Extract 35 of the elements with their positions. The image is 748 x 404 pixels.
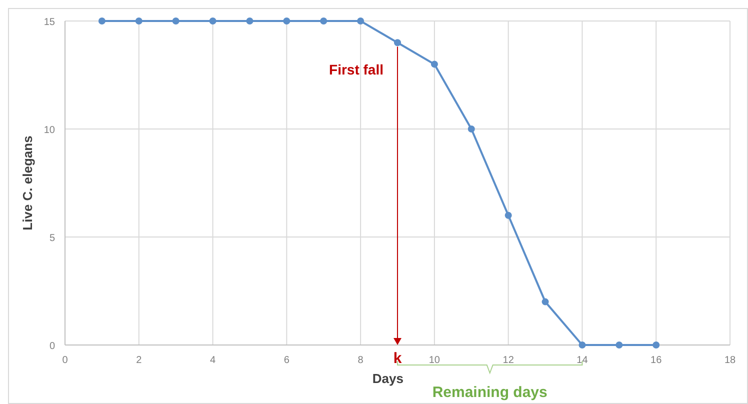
y-axis-title: Live C. elegans	[20, 136, 35, 230]
x-tick-label: 14	[576, 355, 588, 366]
point	[320, 18, 328, 24]
x-tick-label: 6	[284, 355, 290, 366]
x-tick-label: 16	[650, 355, 662, 366]
point	[468, 126, 475, 132]
point	[357, 18, 364, 24]
x-tick-label: 10	[428, 355, 440, 366]
ref-line-label: k	[393, 350, 402, 367]
point	[394, 39, 401, 46]
point	[283, 18, 290, 24]
y-tick-label: 0	[49, 341, 56, 352]
point	[246, 18, 254, 24]
y-tick-label: 15	[44, 17, 56, 28]
x-tick-label: 0	[62, 355, 68, 366]
point	[578, 342, 586, 348]
point	[98, 18, 106, 24]
point	[616, 342, 623, 348]
point	[172, 18, 180, 24]
x-axis-title: Days	[372, 371, 404, 386]
x-tick-label: 18	[724, 355, 736, 366]
point	[542, 298, 549, 306]
point	[209, 18, 216, 24]
x-tick-label: 12	[502, 355, 514, 366]
y-tick-label: 5	[49, 233, 56, 244]
point	[135, 18, 142, 24]
x-tick-label: 2	[136, 355, 142, 366]
annotation: First fall	[329, 62, 384, 78]
point	[430, 60, 438, 68]
point	[652, 342, 660, 348]
text: Remaining days	[432, 384, 548, 401]
x-tick-label: 8	[358, 355, 364, 366]
y-tick-label: 10	[44, 125, 56, 136]
x-tick-label: 4	[210, 355, 216, 366]
point	[504, 212, 512, 219]
